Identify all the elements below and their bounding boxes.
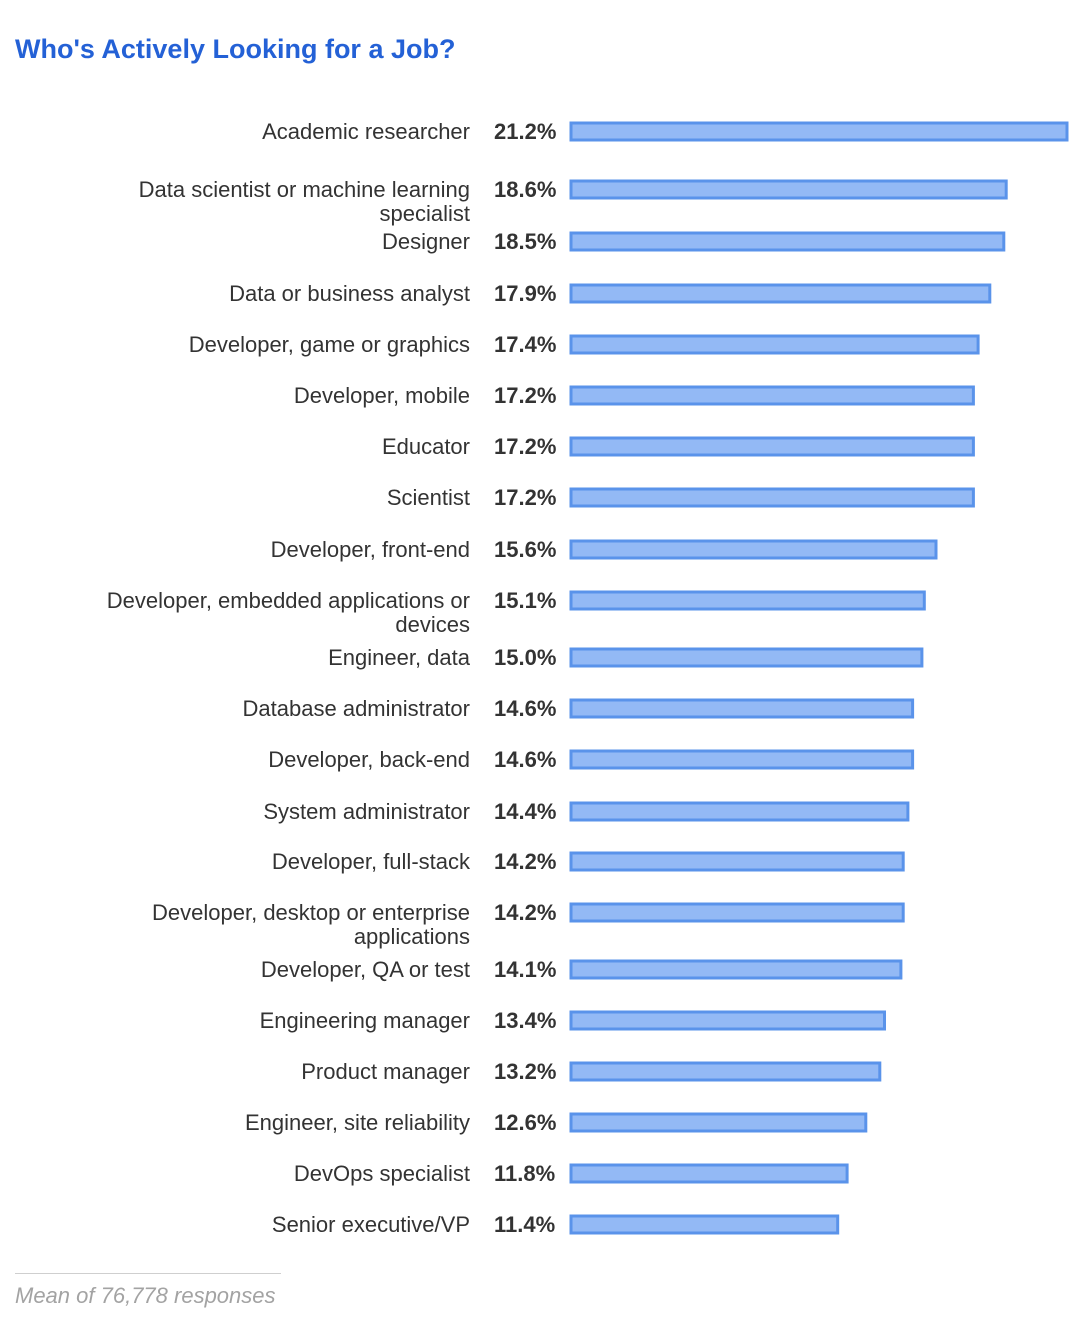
bar [569,231,1006,252]
value-label: 14.1% [494,957,556,982]
value-label: 15.1% [494,588,556,613]
bar [569,121,1069,142]
category-label: System administrator [263,799,470,824]
category-label: Developer, desktop or enterprise applicat… [152,900,470,949]
category-label: Engineer, data [328,645,471,670]
bar [569,851,905,872]
value-label: 12.6% [494,1110,556,1135]
bar [569,1061,882,1082]
value-label: 17.2% [494,383,556,408]
category-label: DevOps specialist [294,1161,470,1186]
value-label: 14.2% [494,900,556,925]
category-label: Developer, back-end [268,747,470,772]
category-label: Data or business analyst [229,281,470,306]
value-label: 15.0% [494,645,556,670]
bar [569,436,975,457]
bar [569,385,975,406]
value-label: 17.4% [494,332,556,357]
category-label: Data scientist or machine learning specia… [139,177,470,226]
category-label: Designer [382,229,470,254]
bar [569,283,992,304]
value-label: 17.9% [494,281,556,306]
value-label: 13.4% [494,1008,556,1033]
bar [569,749,915,770]
category-label: Developer, front-end [271,537,470,562]
bar-chart: Academic researcher 21.2% Data scientist o… [107,119,1069,1237]
category-label: Database administrator [243,696,470,721]
footnote-divider [15,1273,281,1274]
bar [569,334,980,355]
category-label: Engineer, site reliability [245,1110,470,1135]
value-label: 18.5% [494,229,556,254]
bar [569,902,905,923]
category-label: Developer, full-stack [272,849,471,874]
bar [569,179,1008,200]
category-label: Developer, game or graphics [189,332,470,357]
value-label: 17.2% [494,485,556,510]
category-label: Product manager [301,1059,470,1084]
bar [569,801,910,822]
category-label: Developer, embedded applications or devic… [107,588,470,637]
value-label: 14.4% [494,799,556,824]
value-label: 14.6% [494,747,556,772]
bar [569,1163,849,1184]
value-label: 21.2% [494,119,556,144]
value-label: 17.2% [494,434,556,459]
bar [569,1214,840,1235]
value-label: 11.8% [494,1161,555,1186]
bar [569,487,975,508]
value-label: 14.2% [494,849,556,874]
bar [569,647,924,668]
bar [569,959,903,980]
category-label: Engineering manager [260,1008,470,1033]
chart-title: Who's Actively Looking for a Job? [15,34,456,64]
value-label: 15.6% [494,537,556,562]
category-label: Developer, QA or test [261,957,470,982]
value-label: 18.6% [494,177,556,202]
bar [569,590,926,611]
bar [569,1112,868,1133]
bar [569,698,915,719]
category-label: Scientist [387,485,470,510]
category-label: Developer, mobile [294,383,470,408]
category-label: Senior executive/VP [272,1212,470,1237]
value-label: 13.2% [494,1059,556,1084]
bar [569,1010,886,1031]
category-label: Academic researcher [262,119,470,144]
value-label: 11.4% [494,1212,555,1237]
category-label: Educator [382,434,470,459]
bar [569,539,938,560]
footnote: Mean of 76,778 responses [15,1283,276,1308]
value-label: 14.6% [494,696,556,721]
